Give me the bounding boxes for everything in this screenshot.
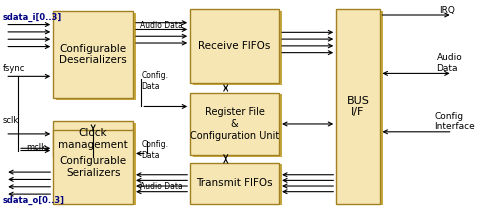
Text: Configurable
Serializers: Configurable Serializers <box>60 156 127 178</box>
Bar <box>193 94 282 157</box>
Text: Audio
Data: Audio Data <box>437 53 462 73</box>
Text: Receive FIFOs: Receive FIFOs <box>198 41 271 51</box>
Bar <box>53 11 133 98</box>
Text: Config
Interface: Config Interface <box>434 112 475 131</box>
Bar <box>56 123 136 159</box>
Text: Audio Data: Audio Data <box>140 20 183 30</box>
Bar <box>53 130 133 204</box>
Bar <box>56 13 136 99</box>
Text: Register File
&
Configuration Unit: Register File & Configuration Unit <box>190 107 279 141</box>
Bar <box>56 131 136 205</box>
Text: sclk: sclk <box>3 116 19 125</box>
Text: Config.
Data: Config. Data <box>141 71 168 91</box>
Bar <box>190 163 279 204</box>
Text: Audio Data: Audio Data <box>140 182 183 191</box>
Text: fsync: fsync <box>3 64 25 73</box>
Bar <box>336 9 380 204</box>
Bar <box>190 93 279 155</box>
Text: sdata_o[0..3]: sdata_o[0..3] <box>3 196 65 205</box>
Bar <box>53 121 133 157</box>
Bar <box>339 11 383 205</box>
Text: Clock
management: Clock management <box>58 128 128 150</box>
Bar <box>193 164 282 205</box>
Text: Config.
Data: Config. Data <box>141 140 168 160</box>
Bar <box>193 11 282 85</box>
Text: Transmit FIFOs: Transmit FIFOs <box>196 178 273 188</box>
Text: Configurable
Deserializers: Configurable Deserializers <box>59 44 127 65</box>
Text: mclk: mclk <box>26 143 46 152</box>
Text: sdata_i[0..3]: sdata_i[0..3] <box>3 13 62 22</box>
Bar <box>190 9 279 83</box>
Text: BUS
I/F: BUS I/F <box>347 96 369 117</box>
Text: IRQ: IRQ <box>439 6 455 15</box>
